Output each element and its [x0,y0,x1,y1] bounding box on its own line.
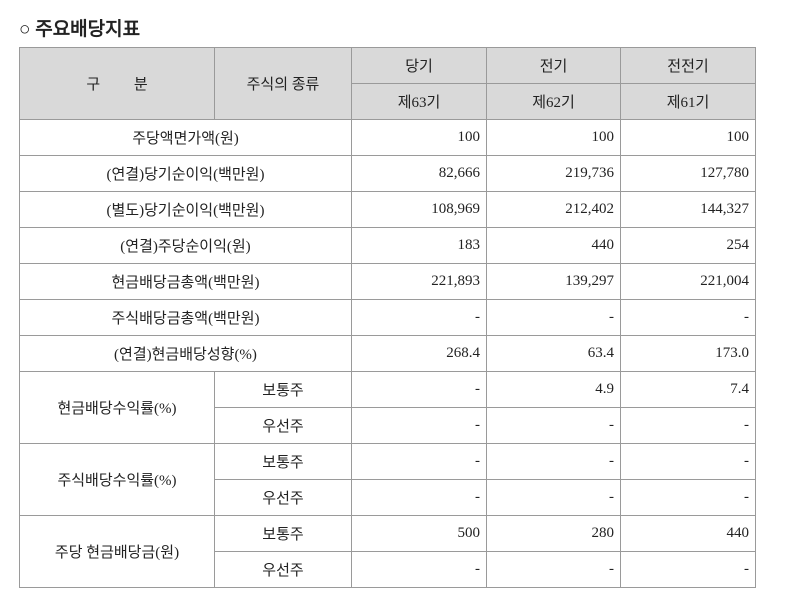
value-cell: 219,736 [486,155,621,192]
row-label: 현금배당수익률(%) [19,371,215,444]
stock-type: 보통주 [214,443,352,480]
value-cell: 4.9 [486,371,621,408]
header-cell: 제61기 [620,83,756,120]
row-label: 주식배당금총액(백만원) [19,299,352,336]
value-cell: 173.0 [620,335,756,372]
table-row: (연결)주당순이익(원) 183 440 254 [19,227,756,264]
value-cell: 63.4 [486,335,621,372]
row-label: (연결)주당순이익(원) [19,227,352,264]
value-cell: 440 [620,515,756,552]
dividend-table: 구 분 주식의 종류 당기 전기 전전기 제63기 제62기 제61기 주당액면… [19,47,756,588]
table-row: (연결)현금배당성향(%) 268.4 63.4 173.0 [19,335,756,372]
value-cell: 100 [351,119,487,156]
value-cell: - [351,407,487,444]
row-label: 주당액면가액(원) [19,119,352,156]
table-row: 현금배당금총액(백만원) 221,893 139,297 221,004 [19,263,756,300]
table-row: 현금배당수익률(%) 보통주 -4.9 7.4 [19,371,756,444]
stock-type: 우선주 [214,479,352,516]
header-row: 제63기 제62기 제61기 [20,83,756,120]
value-cell: 212,402 [486,191,621,228]
row-label: (연결)현금배당성향(%) [19,335,352,372]
row-label: 주당 현금배당금(원) [19,515,215,588]
value-cell: 82,666 [351,155,487,192]
row-label: 주식배당수익률(%) [19,443,215,516]
value-cell: - [620,299,756,336]
table-row: 주식배당수익률(%) 보통주 - - - [19,443,756,516]
row-label: 현금배당금총액(백만원) [19,263,352,300]
value-cell: 221,004 [620,263,756,300]
value-cell: - [620,443,756,480]
value-cell: 221,893 [351,263,487,300]
value-cell: - [620,551,756,588]
value-cell: - [486,551,621,588]
header-cell: 전전기 [620,47,756,84]
table-row: 주식배당금총액(백만원) - - - [19,299,756,336]
value-cell: - [351,371,487,408]
value-cell: - [486,299,621,336]
table-row: 주당액면가액(원) 100 100 100 [19,119,756,156]
value-cell: - [620,407,756,444]
value-cell: - [620,479,756,516]
value-cell: - [351,551,487,588]
header-row: 구 분 주식의 종류 당기 전기 전전기 [19,47,756,120]
section-title: ○ 주요배당지표 [19,19,141,40]
row-label: (별도)당기순이익(백만원) [19,191,352,228]
header-cell: 전기 [486,47,621,84]
table-body: 주당액면가액(원) 100 100 100 (연결)당기순이익(백만원) 82,666 21… [19,119,756,588]
table-row: 주당 현금배당금(원) 보통주 500 280 440 [19,515,756,588]
stock-type: 보통주 [214,515,352,552]
value-cell: 7.4 [620,371,756,408]
header-cell: 제62기 [486,83,621,120]
value-cell: 139,297 [486,263,621,300]
table-row: (연결)당기순이익(백만원) 82,666 219,736 127,780 [19,155,756,192]
value-cell: 254 [620,227,756,264]
header-cell: 구 분 [19,47,215,120]
table-row: (별도)당기순이익(백만원) 108,969 212,402 144,327 [19,191,756,228]
table-row: 우선주 - - - [20,407,756,444]
value-cell: - [486,479,621,516]
value-cell: 440 [486,227,621,264]
stock-type: 우선주 [214,407,352,444]
value-cell: 100 [486,119,621,156]
value-cell: - [351,479,487,516]
value-cell: 280 [486,515,621,552]
value-cell: 127,780 [620,155,756,192]
row-label: (연결)당기순이익(백만원) [19,155,352,192]
value-cell: - [486,443,621,480]
value-cell: - [351,299,487,336]
value-cell: 108,969 [351,191,487,228]
stock-type: 우선주 [214,551,352,588]
stock-type: 보통주 [214,371,352,408]
value-cell: 183 [351,227,487,264]
value-cell: 500 [351,515,487,552]
table-header: 구 분 주식의 종류 당기 전기 전전기 제63기 제62기 제61기 [19,47,756,120]
value-cell: 100 [620,119,756,156]
header-cell: 제63기 [351,83,487,120]
value-cell: 144,327 [620,191,756,228]
table-row: 우선주 - - - [20,551,756,588]
value-cell: - [351,443,487,480]
value-cell: 268.4 [351,335,487,372]
value-cell: - [486,407,621,444]
table-row: 우선주 - - - [20,479,756,516]
header-cell: 당기 [351,47,487,84]
header-cell: 주식의 종류 [214,47,352,120]
